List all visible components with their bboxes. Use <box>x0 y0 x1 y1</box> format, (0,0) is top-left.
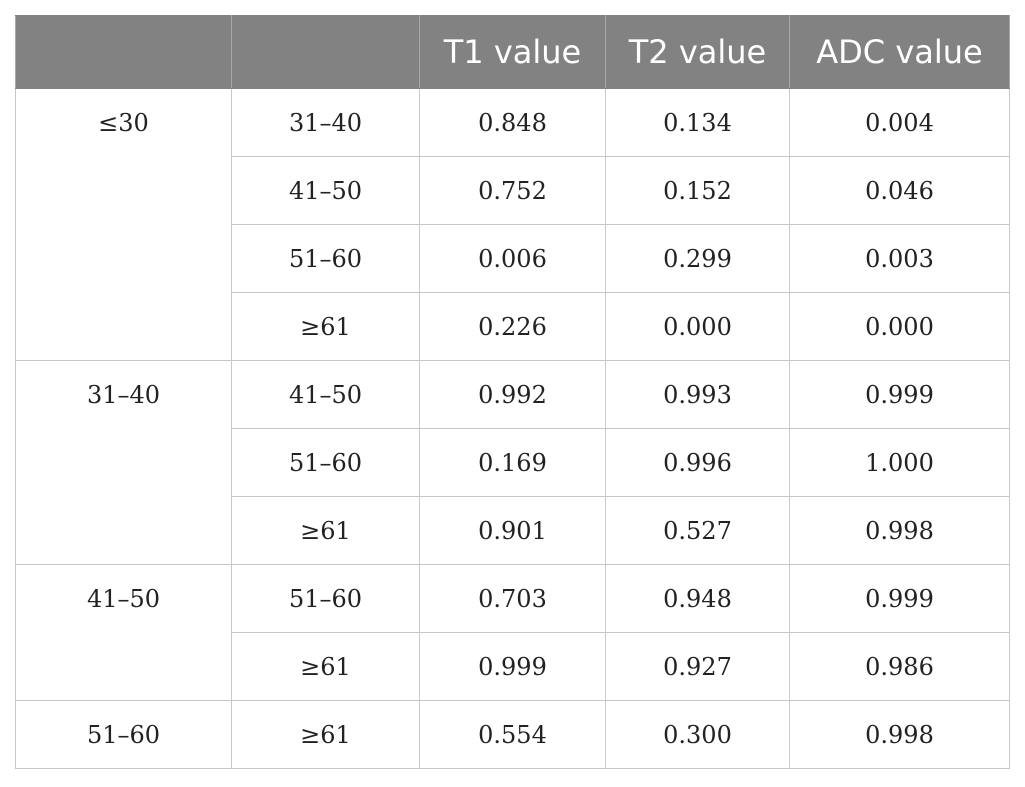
group-label-cell: ≤30 <box>15 88 232 361</box>
header-row: T1 value T2 value ADC value <box>15 15 1010 89</box>
adc-value-cell: 0.998 <box>789 496 1010 565</box>
t2-value-cell: 0.134 <box>605 88 790 157</box>
t2-value-cell: 0.527 <box>605 496 790 565</box>
t1-value-cell: 0.226 <box>419 292 606 361</box>
table-row: 51–60 ≥61 0.554 0.300 0.998 <box>15 700 1010 769</box>
adc-value-cell: 1.000 <box>789 428 1010 497</box>
table-row: ≤30 31–40 0.848 0.134 0.004 <box>15 88 1010 361</box>
header-cell-t2: T2 value <box>605 15 790 89</box>
table-row: 51–60 0.169 0.996 1.000 <box>16 428 1010 497</box>
adc-value-cell: 0.999 <box>789 564 1010 633</box>
t2-value-cell: 0.300 <box>605 700 790 769</box>
t1-value-cell: 0.999 <box>419 632 606 701</box>
compare-cell: 31–40 <box>231 88 420 157</box>
table-row: ≥61 0.999 0.927 0.986 <box>16 632 1010 701</box>
group-label-cell: 41–50 <box>15 564 232 701</box>
adc-value-cell: 0.003 <box>789 224 1010 293</box>
compare-cell: 51–60 <box>231 564 420 633</box>
t2-value-cell: 0.927 <box>605 632 790 701</box>
t2-value-cell: 0.993 <box>605 360 790 429</box>
adc-value-cell: 0.000 <box>789 292 1010 361</box>
t2-value-cell: 0.299 <box>605 224 790 293</box>
compare-cell: ≥61 <box>231 632 420 701</box>
t2-value-cell: 0.996 <box>605 428 790 497</box>
t1-value-cell: 0.703 <box>419 564 606 633</box>
compare-cell: ≥61 <box>231 700 420 769</box>
adc-value-cell: 0.046 <box>789 156 1010 225</box>
header-cell-t1: T1 value <box>419 15 606 89</box>
table-body: ≤30 31–40 0.848 0.134 0.004 41–50 0.752 … <box>15 88 1010 769</box>
compare-cell: 41–50 <box>231 360 420 429</box>
comparison-table: T1 value T2 value ADC value ≤30 31–40 0.… <box>15 15 1010 769</box>
table-row: 31–40 41–50 0.992 0.993 0.999 <box>15 360 1010 565</box>
compare-cell: 51–60 <box>231 224 420 293</box>
adc-value-cell: 0.004 <box>789 88 1010 157</box>
compare-cell: 41–50 <box>231 156 420 225</box>
table-row: 41–50 51–60 0.703 0.948 0.999 <box>15 564 1010 701</box>
t1-value-cell: 0.992 <box>419 360 606 429</box>
compare-cell: 51–60 <box>231 428 420 497</box>
table-row: ≥61 0.226 0.000 0.000 <box>16 292 1010 361</box>
adc-value-cell: 0.998 <box>789 700 1010 769</box>
group-label-cell: 31–40 <box>15 360 232 565</box>
header-cell-group <box>15 15 232 89</box>
compare-cell: ≥61 <box>231 496 420 565</box>
compare-cell: ≥61 <box>231 292 420 361</box>
header-cell-compare <box>231 15 420 89</box>
t2-value-cell: 0.152 <box>605 156 790 225</box>
group-label-cell: 51–60 <box>15 700 232 769</box>
table-row: ≥61 0.901 0.527 0.998 <box>16 496 1010 565</box>
table-row: 51–60 0.006 0.299 0.003 <box>16 224 1010 293</box>
table-header: T1 value T2 value ADC value <box>15 15 1010 89</box>
t1-value-cell: 0.554 <box>419 700 606 769</box>
t1-value-cell: 0.901 <box>419 496 606 565</box>
adc-value-cell: 0.999 <box>789 360 1010 429</box>
adc-value-cell: 0.986 <box>789 632 1010 701</box>
t2-value-cell: 0.948 <box>605 564 790 633</box>
t1-value-cell: 0.169 <box>419 428 606 497</box>
t2-value-cell: 0.000 <box>605 292 790 361</box>
t1-value-cell: 0.848 <box>419 88 606 157</box>
t1-value-cell: 0.006 <box>419 224 606 293</box>
t1-value-cell: 0.752 <box>419 156 606 225</box>
header-cell-adc: ADC value <box>789 15 1010 89</box>
